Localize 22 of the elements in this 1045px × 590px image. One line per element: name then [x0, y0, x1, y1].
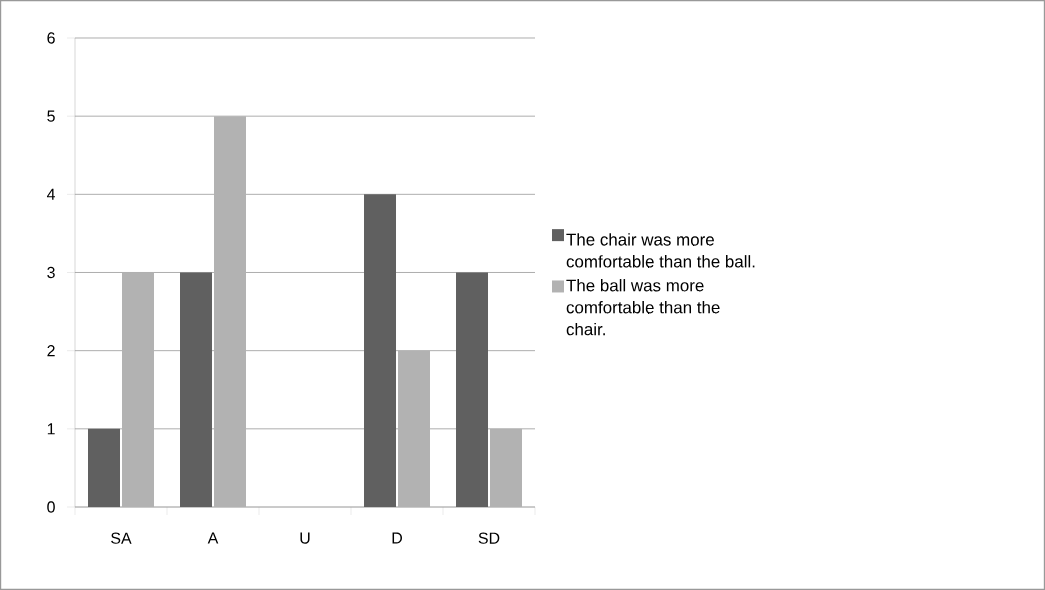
- y-tick-label: 3: [47, 266, 55, 279]
- x-tick-label: U: [300, 532, 310, 544]
- y-tick-label: 4: [46, 188, 56, 200]
- y-tick-label: 1: [47, 423, 55, 435]
- x-tick-label: SD: [478, 532, 500, 544]
- bar: [214, 116, 246, 507]
- bar: [88, 428, 120, 507]
- legend-label: The chair was more comfortable than the ball.: [566, 233, 755, 268]
- y-tick-label: 0: [47, 501, 55, 513]
- bar: [364, 194, 397, 507]
- x-tick-label: D: [392, 532, 402, 544]
- y-tick-label: 6: [47, 32, 55, 44]
- bar: [122, 272, 154, 507]
- x-tick-label: A: [207, 532, 219, 544]
- x-tick-label: SA: [111, 532, 132, 544]
- y-tick-label: 2: [47, 345, 55, 357]
- bar: [456, 272, 489, 507]
- legend-label: The ball was more comfortable than the chair.: [566, 279, 720, 336]
- bar: [490, 428, 522, 507]
- bar: [398, 350, 430, 507]
- y-tick-label: 5: [47, 110, 55, 122]
- bar: [180, 272, 212, 507]
